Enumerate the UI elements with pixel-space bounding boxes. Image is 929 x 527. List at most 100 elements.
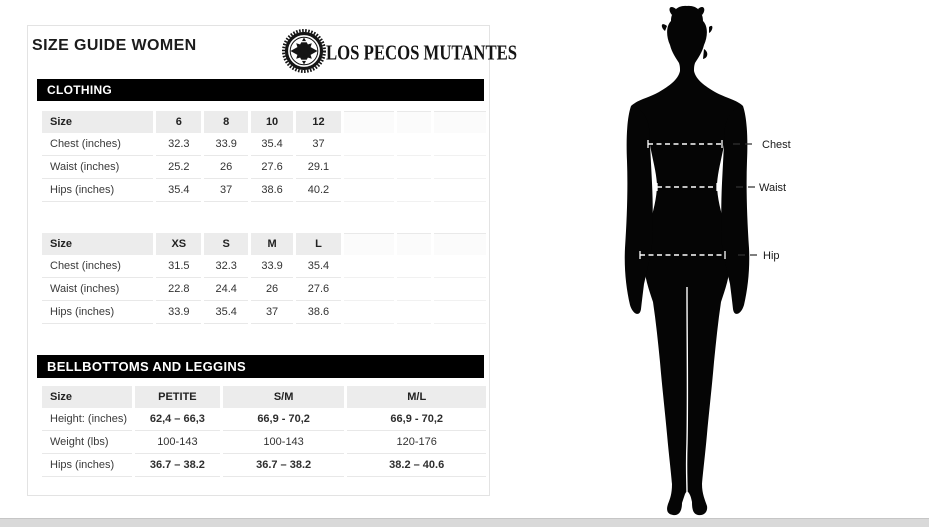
gear-emblem-logo-icon — [282, 29, 326, 73]
column-header: 10 — [250, 111, 294, 133]
row-label: Hips (inches) — [42, 301, 154, 324]
cell-value: 35.4 — [296, 255, 341, 278]
cell-value: 35.4 — [156, 179, 202, 202]
female-silhouette-icon — [624, 5, 750, 516]
empty-cell — [343, 233, 395, 255]
cell-value: 37 — [250, 301, 294, 324]
table-row: Waist (inches) 22.8 24.4 26 27.6 — [42, 278, 486, 301]
empty-cell — [434, 179, 486, 202]
table-row: Height: (inches) 62,4 – 66,3 66,9 - 70,2… — [42, 408, 486, 431]
cell-value: 35.4 — [204, 301, 248, 324]
empty-cell — [343, 301, 395, 324]
row-label: Waist (inches) — [42, 278, 154, 301]
row-label: Hips (inches) — [42, 179, 154, 202]
cell-value: 120-176 — [347, 431, 486, 454]
empty-cell — [343, 133, 395, 156]
chest-measure-line: Chest — [647, 139, 791, 151]
empty-cell — [434, 301, 486, 324]
column-header: Size — [42, 233, 154, 255]
brand-header: LOS PECOS MUTANTES — [281, 28, 517, 76]
chest-label: Chest — [762, 139, 791, 151]
empty-cell — [434, 255, 486, 278]
female-silhouette-measurement-diagram: Chest Waist Hip — [624, 5, 791, 516]
cell-value: 36.7 – 38.2 — [222, 454, 345, 477]
cell-value: 33.9 — [156, 301, 202, 324]
table-row: Chest (inches) 32.3 33.9 35.4 37 — [42, 133, 486, 156]
cell-value: 38.6 — [250, 179, 294, 202]
waist-label: Waist — [759, 182, 786, 194]
column-header: L — [296, 233, 341, 255]
cell-value: 66,9 - 70,2 — [347, 408, 486, 431]
bellbottoms-size-table: Size PETITE S/M M/L Height: (inches) 62,… — [39, 386, 489, 477]
column-header: S — [204, 233, 248, 255]
empty-cell — [397, 301, 432, 324]
cell-value: 33.9 — [250, 255, 294, 278]
row-label: Chest (inches) — [42, 133, 154, 156]
cell-value: 31.5 — [156, 255, 202, 278]
empty-cell — [397, 233, 432, 255]
empty-cell — [397, 179, 432, 202]
clothing-numeric-size-table: Size 6 8 10 12 Chest (inches) 32.3 33.9 … — [39, 111, 489, 202]
cell-value: 26 — [250, 278, 294, 301]
row-label: Chest (inches) — [42, 255, 154, 278]
cell-value: 27.6 — [250, 156, 294, 179]
empty-cell — [434, 133, 486, 156]
empty-cell — [397, 255, 432, 278]
table-header-row: Size 6 8 10 12 — [42, 111, 486, 133]
cell-value: 40.2 — [296, 179, 341, 202]
table-row: Hips (inches) 33.9 35.4 37 38.6 — [42, 301, 486, 324]
column-header: M — [250, 233, 294, 255]
cell-value: 26 — [204, 156, 248, 179]
column-header: XS — [156, 233, 202, 255]
cell-value: 25.2 — [156, 156, 202, 179]
table-row: Weight (lbs) 100-143 100-143 120-176 — [42, 431, 486, 454]
row-label: Weight (lbs) — [42, 431, 132, 454]
cell-value: 32.3 — [204, 255, 248, 278]
cell-value: 62,4 – 66,3 — [134, 408, 220, 431]
column-header: 8 — [204, 111, 248, 133]
empty-cell — [397, 278, 432, 301]
empty-cell — [343, 278, 395, 301]
cell-value: 38.2 – 40.6 — [347, 454, 486, 477]
row-label: Height: (inches) — [42, 408, 132, 431]
cell-value: 36.7 – 38.2 — [134, 454, 220, 477]
hip-label: Hip — [763, 250, 780, 262]
empty-cell — [434, 111, 486, 133]
page-title: SIZE GUIDE WOMEN — [32, 37, 197, 54]
table-row: Waist (inches) 25.2 26 27.6 29.1 — [42, 156, 486, 179]
column-header: S/M — [222, 386, 345, 408]
cell-value: 29.1 — [296, 156, 341, 179]
clothing-letter-size-table: Size XS S M L Chest (inches) 31.5 32.3 3… — [39, 233, 489, 324]
row-label: Waist (inches) — [42, 156, 154, 179]
empty-cell — [397, 156, 432, 179]
cell-value: 35.4 — [250, 133, 294, 156]
empty-cell — [397, 133, 432, 156]
table-row: Chest (inches) 31.5 32.3 33.9 35.4 — [42, 255, 486, 278]
cell-value: 100-143 — [222, 431, 345, 454]
cell-value: 38.6 — [296, 301, 341, 324]
table-row: Hips (inches) 36.7 – 38.2 36.7 – 38.2 38… — [42, 454, 486, 477]
empty-cell — [434, 156, 486, 179]
cell-value: 27.6 — [296, 278, 341, 301]
column-header: Size — [42, 111, 154, 133]
hip-measure-line: Hip — [639, 250, 780, 262]
empty-cell — [343, 156, 395, 179]
column-header: M/L — [347, 386, 486, 408]
column-header: Size — [42, 386, 132, 408]
empty-cell — [434, 278, 486, 301]
cell-value: 100-143 — [134, 431, 220, 454]
column-header: 6 — [156, 111, 202, 133]
cell-value: 32.3 — [156, 133, 202, 156]
table-row: Hips (inches) 35.4 37 38.6 40.2 — [42, 179, 486, 202]
empty-cell — [343, 111, 395, 133]
brand-name: LOS PECOS MUTANTES — [326, 41, 518, 66]
table-header-row: Size PETITE S/M M/L — [42, 386, 486, 408]
column-header: PETITE — [134, 386, 220, 408]
horizontal-scrollbar-track[interactable] — [0, 518, 929, 527]
bellbottoms-section-header: BELLBOTTOMS AND LEGGINS — [37, 355, 484, 378]
row-label: Hips (inches) — [42, 454, 132, 477]
cell-value: 37 — [204, 179, 248, 202]
leg-separation-line — [685, 286, 689, 494]
cell-value: 66,9 - 70,2 — [222, 408, 345, 431]
cell-value: 37 — [296, 133, 341, 156]
